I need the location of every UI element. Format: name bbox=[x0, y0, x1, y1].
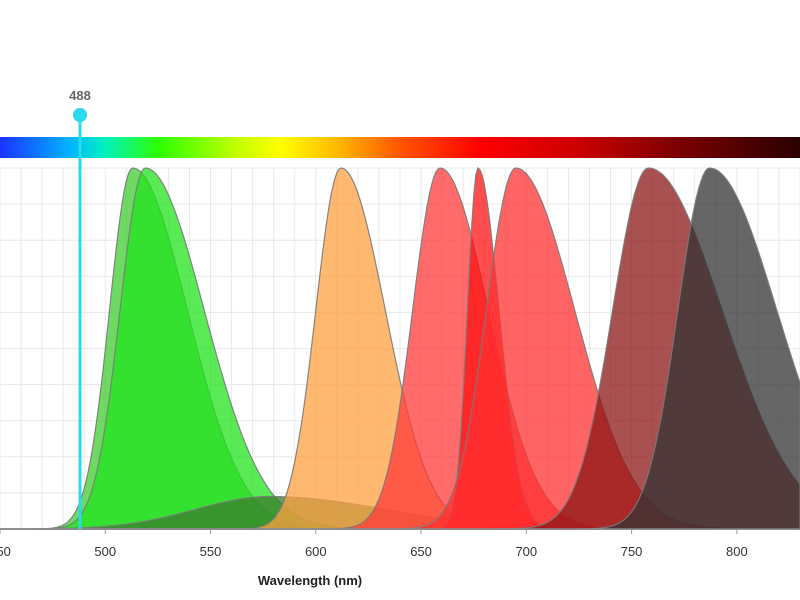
laser-line-group[interactable]: 488 bbox=[69, 88, 91, 529]
x-tick-label: 750 bbox=[621, 544, 643, 559]
x-tick-label: 550 bbox=[200, 544, 222, 559]
spectrum-bar bbox=[0, 137, 800, 158]
x-ticks: 450 500 550 600 650 700 750 800 bbox=[0, 529, 748, 559]
x-tick-label: 500 bbox=[94, 544, 116, 559]
x-tick-label: 700 bbox=[515, 544, 537, 559]
x-tick-label: 600 bbox=[305, 544, 327, 559]
series-layer bbox=[0, 166, 800, 530]
x-axis-title: Wavelength (nm) bbox=[258, 573, 362, 588]
x-tick-label: 450 bbox=[0, 544, 11, 559]
x-tick-label: 650 bbox=[410, 544, 432, 559]
laser-label: 488 bbox=[69, 88, 91, 103]
laser-handle[interactable] bbox=[73, 108, 87, 122]
x-tick-label: 800 bbox=[726, 544, 748, 559]
